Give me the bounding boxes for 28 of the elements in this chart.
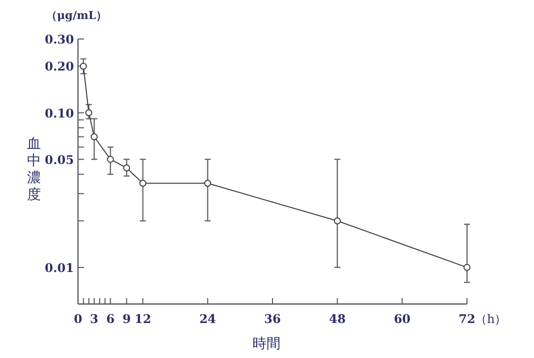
x-tick-label: 24 — [199, 312, 216, 326]
point — [204, 180, 212, 187]
y-tick-label: 0.20 — [44, 60, 74, 74]
text: （μg/mL） — [46, 9, 108, 22]
y-tick-label: 0.05 — [44, 152, 74, 167]
point — [464, 264, 470, 271]
point — [139, 180, 146, 187]
point — [80, 62, 87, 70]
point — [106, 156, 114, 163]
y-tick-label: 0.10 — [44, 106, 74, 120]
x-tick-label: 36 — [264, 312, 281, 326]
point — [123, 164, 130, 172]
point — [334, 217, 341, 224]
x-tick-label: 60 — [394, 312, 411, 326]
y-tick-label: 0.30 — [44, 32, 74, 46]
y-axis-title: 血中濃度 — [27, 136, 41, 203]
point — [90, 133, 98, 140]
x-tick-label: 0 — [74, 312, 82, 326]
x-tick-label: 9 — [122, 312, 131, 326]
x-tick-label: 6 — [106, 312, 115, 326]
x-axis-title: 時間 — [252, 336, 280, 352]
x-tick-label: 12 — [134, 312, 152, 326]
y-tick-label: 0.01 — [44, 260, 74, 275]
text: （h） — [475, 312, 507, 326]
x-tick-label: 48 — [328, 312, 346, 326]
x-tick-label: 72 — [458, 312, 476, 326]
point — [85, 109, 92, 116]
x-tick-label: 3 — [90, 312, 98, 326]
